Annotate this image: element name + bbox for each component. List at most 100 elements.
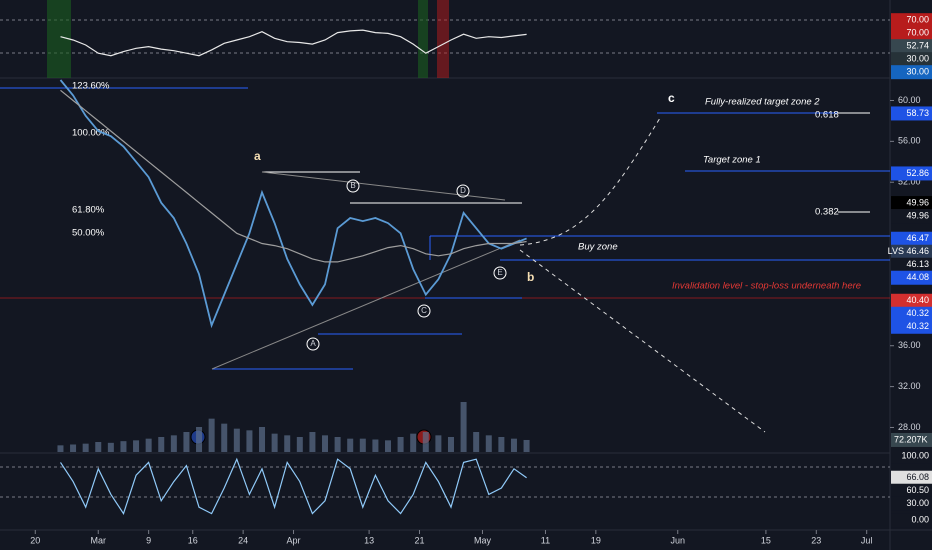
- price-label-bg: [891, 244, 932, 259]
- x-tick-label: Mar: [91, 535, 107, 545]
- price-label: 30.00: [906, 67, 929, 77]
- price-label: 49.96: [906, 210, 929, 220]
- fib-label: 100.00%: [72, 128, 110, 139]
- volume-bar: [473, 432, 480, 452]
- price-label: 49.96: [906, 197, 929, 207]
- volume-bar: [347, 438, 354, 452]
- fib-label: 0.382: [815, 207, 839, 218]
- y-tick-label: 56.00: [898, 136, 921, 146]
- price-label-bg: [891, 432, 932, 447]
- volume-bar: [485, 435, 492, 452]
- volume-bar: [322, 435, 329, 452]
- price-label: 46.47: [906, 233, 929, 243]
- volume-bar: [334, 437, 341, 452]
- price-label-bg: [891, 196, 932, 211]
- x-tick-label: 16: [188, 535, 198, 545]
- price-label-bg: [891, 166, 932, 181]
- volume-bar: [95, 442, 102, 452]
- volume-bar: [435, 435, 442, 452]
- price-label: 52.86: [906, 168, 929, 178]
- x-tick-label: 21: [414, 535, 424, 545]
- price-label: 60.50: [906, 485, 929, 495]
- x-tick-label: 23: [811, 535, 821, 545]
- x-tick-label: 15: [761, 535, 771, 545]
- volume-bar: [57, 445, 64, 452]
- volume-bar: [447, 437, 454, 452]
- volume-bar: [107, 442, 114, 452]
- volume-bar: [221, 423, 228, 452]
- price-label: 40.32: [906, 321, 929, 331]
- price-label-bg: [891, 52, 932, 67]
- fib-label: 61.80%: [72, 205, 105, 216]
- price-label-bg: [891, 257, 932, 272]
- series-line: [59, 79, 527, 329]
- price-label-bg: [891, 65, 932, 80]
- annotation: Invalidation level - stop-loss underneat…: [672, 281, 861, 292]
- price-label-bg: [891, 293, 932, 308]
- price-label-bg: [891, 319, 932, 334]
- price-label-bg: [891, 270, 932, 285]
- volume-bar: [196, 427, 203, 452]
- volume-bar: [246, 430, 253, 452]
- volume-bar: [397, 437, 404, 452]
- volume-bar: [82, 443, 89, 452]
- price-label: 30.00: [906, 54, 929, 64]
- x-tick-label: 13: [364, 535, 374, 545]
- price-label-bg: [891, 306, 932, 321]
- wave-label: E: [497, 268, 502, 277]
- volume-bar: [498, 437, 505, 452]
- volume-bar: [410, 433, 417, 452]
- fib-label: 50.00%: [72, 228, 105, 239]
- volume-bar: [158, 437, 165, 452]
- price-label-bg: [891, 26, 932, 41]
- wave-label: A: [310, 339, 316, 348]
- volume-bar: [460, 402, 467, 452]
- volume-bar: [120, 441, 127, 452]
- price-label: 40.32: [906, 308, 929, 318]
- price-label-bg: [891, 231, 932, 246]
- price-label-bg: [891, 496, 932, 511]
- y-tick-label: 28.00: [898, 422, 921, 432]
- volume-bar: [359, 438, 366, 452]
- series-line: [59, 457, 527, 515]
- price-label-bg: [891, 39, 932, 54]
- price-label-bg: [891, 470, 932, 485]
- x-tick-label: Jul: [861, 535, 873, 545]
- volume-bar: [233, 428, 240, 452]
- price-label-bg: [891, 483, 932, 498]
- price-label: 66.08: [906, 472, 929, 482]
- fib-label: 123.60%: [72, 81, 110, 92]
- volume-bar: [133, 440, 140, 452]
- price-label: 70.00: [906, 28, 929, 38]
- x-tick-label: Apr: [287, 535, 301, 545]
- volume-bar: [309, 432, 316, 452]
- price-label: 44.08: [906, 272, 929, 282]
- volume-bar: [271, 433, 278, 452]
- wave-label: D: [460, 186, 466, 195]
- price-label: 0.00: [911, 514, 929, 524]
- x-tick-label: 11: [541, 535, 550, 545]
- volume-bar: [208, 418, 215, 452]
- series-line: [60, 29, 527, 57]
- annotation: Target zone 1: [703, 155, 761, 166]
- series-line: [60, 89, 527, 263]
- y-tick-label: 60.00: [898, 95, 921, 105]
- price-label: 52.74: [906, 41, 929, 51]
- price-label: 72.207K: [894, 434, 928, 444]
- volume-bar: [259, 427, 266, 452]
- price-label: 58.73: [906, 108, 929, 118]
- y-tick-label: 32.00: [898, 381, 921, 391]
- y-tick-label: 52.00: [898, 177, 921, 187]
- wave-label: a: [254, 149, 261, 163]
- volume-bar: [70, 444, 77, 452]
- volume-bar: [372, 439, 379, 452]
- wave-label: B: [350, 181, 355, 190]
- wave-label: c: [668, 91, 675, 105]
- x-tick-label: 19: [591, 535, 601, 545]
- volume-bar: [422, 432, 429, 452]
- annotation: Fully-realized target zone 2: [705, 97, 820, 108]
- volume-bar: [145, 438, 152, 452]
- price-label-bg: [891, 106, 932, 121]
